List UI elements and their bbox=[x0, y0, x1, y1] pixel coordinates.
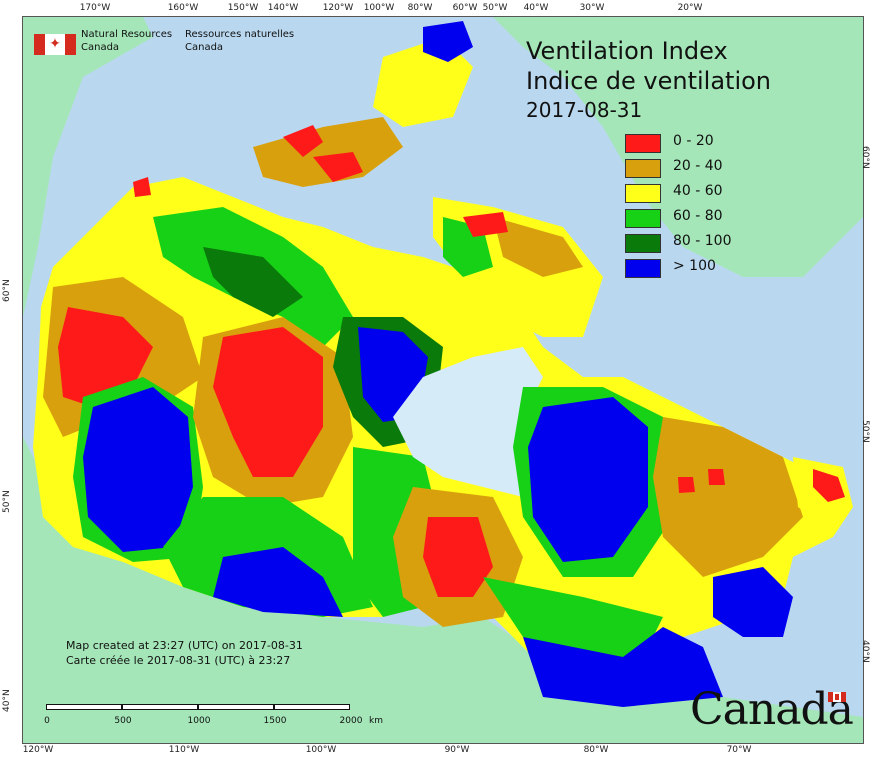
scale-seg bbox=[122, 704, 198, 710]
tick-bottom-5: 80°W bbox=[583, 745, 609, 755]
tick-left-1: 60°N bbox=[2, 279, 12, 302]
southern-ontario-blue bbox=[523, 627, 723, 707]
arctic-red-2 bbox=[313, 152, 363, 182]
legend-label: 40 - 60 bbox=[673, 183, 723, 199]
canada-flag-icon: ✦ bbox=[34, 34, 76, 55]
map-title: Ventilation Index Indice de ventilation … bbox=[526, 36, 771, 124]
legend-label: 80 - 100 bbox=[673, 233, 732, 249]
arctic-red-1 bbox=[283, 125, 323, 157]
agency-en-line1: Natural Resources bbox=[81, 29, 173, 40]
hudson-bay bbox=[393, 347, 543, 497]
prairie-south-blue bbox=[213, 547, 343, 617]
legend-label: 0 - 20 bbox=[673, 133, 714, 149]
agency-name-fr: Ressources naturelles Canada bbox=[185, 28, 295, 54]
title-en: Ventilation Index bbox=[526, 37, 728, 65]
quebec-east-red-2 bbox=[708, 469, 725, 485]
scale-seg bbox=[274, 704, 350, 710]
tick-top-10: 40°W bbox=[523, 3, 549, 13]
usa-land bbox=[23, 437, 863, 743]
tick-right-1: 60°N bbox=[860, 146, 870, 169]
tick-top-12: 20°W bbox=[677, 3, 703, 13]
baffin-orange bbox=[493, 217, 583, 277]
legend-swatch-80-100 bbox=[625, 234, 661, 253]
ellesmere-blue bbox=[423, 21, 473, 62]
legend-swatch-0-20 bbox=[625, 134, 661, 153]
prairie-red bbox=[213, 327, 323, 477]
tick-bottom-6: 70°W bbox=[726, 745, 752, 755]
tick-left-3: 40°N bbox=[2, 689, 12, 712]
scale-label: 2000 bbox=[339, 716, 363, 726]
legend-label: > 100 bbox=[673, 258, 716, 274]
creation-note-en: Map created at 23:27 (UTC) on 2017-08-31 bbox=[66, 639, 303, 652]
greenland-land bbox=[493, 17, 863, 277]
tick-top-8: 60°W bbox=[452, 3, 478, 13]
tick-top-9: 50°W bbox=[482, 3, 508, 13]
tick-top-11: 30°W bbox=[579, 3, 605, 13]
map-frame[interactable] bbox=[22, 16, 864, 744]
arctic-red-3 bbox=[463, 212, 508, 237]
canada-wordmark: Canada bbox=[690, 684, 854, 735]
scale-seg bbox=[198, 704, 274, 710]
title-fr: Indice de ventilation bbox=[526, 67, 772, 95]
wordmark-flag-icon bbox=[828, 692, 846, 702]
arctic-islands bbox=[253, 117, 403, 187]
tick-bottom-4: 90°W bbox=[444, 745, 470, 755]
agency-fr-line2: Canada bbox=[185, 42, 224, 53]
creation-note-fr: Carte créée le 2017-08-31 (UTC) à 23:27 bbox=[66, 654, 291, 667]
legend-swatch-20-40 bbox=[625, 159, 661, 178]
tick-right-2: 50°N bbox=[860, 420, 870, 443]
legend-swatch-60-80 bbox=[625, 209, 661, 228]
alaska-land bbox=[23, 17, 153, 317]
tick-bottom-3: 100°W bbox=[305, 745, 337, 755]
tick-top-6: 100°W bbox=[363, 3, 395, 13]
tick-bottom-2: 110°W bbox=[168, 745, 200, 755]
ontario-red bbox=[423, 517, 493, 597]
tick-top-5: 120°W bbox=[322, 3, 354, 13]
quebec-east-red-1 bbox=[678, 477, 695, 493]
tick-top-1: 170°W bbox=[79, 3, 111, 13]
legend-swatch-40-60 bbox=[625, 184, 661, 203]
legend-label: 20 - 40 bbox=[673, 158, 723, 174]
scale-label: 0 bbox=[44, 716, 50, 726]
creation-note: Map created at 23:27 (UTC) on 2017-08-31… bbox=[66, 638, 303, 668]
scale-label: 500 bbox=[114, 716, 132, 726]
ventilation-index-map bbox=[23, 17, 863, 743]
tick-right-3: 40°N bbox=[860, 640, 870, 663]
scale-label: 1500 bbox=[263, 716, 287, 726]
scale-seg bbox=[46, 704, 122, 710]
tick-top-7: 80°W bbox=[407, 3, 433, 13]
tick-top-4: 140°W bbox=[267, 3, 299, 13]
agency-name-en: Natural Resources Canada bbox=[81, 28, 191, 54]
quebec-east-orange bbox=[653, 417, 803, 577]
tick-bottom-1: 120°W bbox=[22, 745, 54, 755]
legend-swatch-over-100 bbox=[625, 259, 661, 278]
scale-bar: 0 500 1000 1500 2000 km bbox=[44, 704, 383, 734]
tick-top-3: 150°W bbox=[227, 3, 259, 13]
agency-en-line2: Canada bbox=[81, 42, 120, 53]
agency-fr-line1: Ressources naturelles bbox=[185, 29, 295, 40]
scale-unit: km bbox=[369, 716, 383, 726]
legend-label: 60 - 80 bbox=[673, 208, 723, 224]
newfoundland-red bbox=[813, 469, 845, 502]
quebec-blue bbox=[528, 397, 648, 562]
yukon-red bbox=[133, 177, 151, 197]
maritimes-blue bbox=[713, 567, 793, 637]
bc-blue bbox=[83, 387, 193, 552]
great-lakes-green bbox=[483, 577, 663, 667]
tick-left-2: 50°N bbox=[2, 490, 12, 513]
scale-label: 1000 bbox=[187, 716, 211, 726]
nwt-darkgreen bbox=[203, 247, 303, 317]
title-date: 2017-08-31 bbox=[526, 98, 643, 122]
tick-top-2: 160°W bbox=[167, 3, 199, 13]
